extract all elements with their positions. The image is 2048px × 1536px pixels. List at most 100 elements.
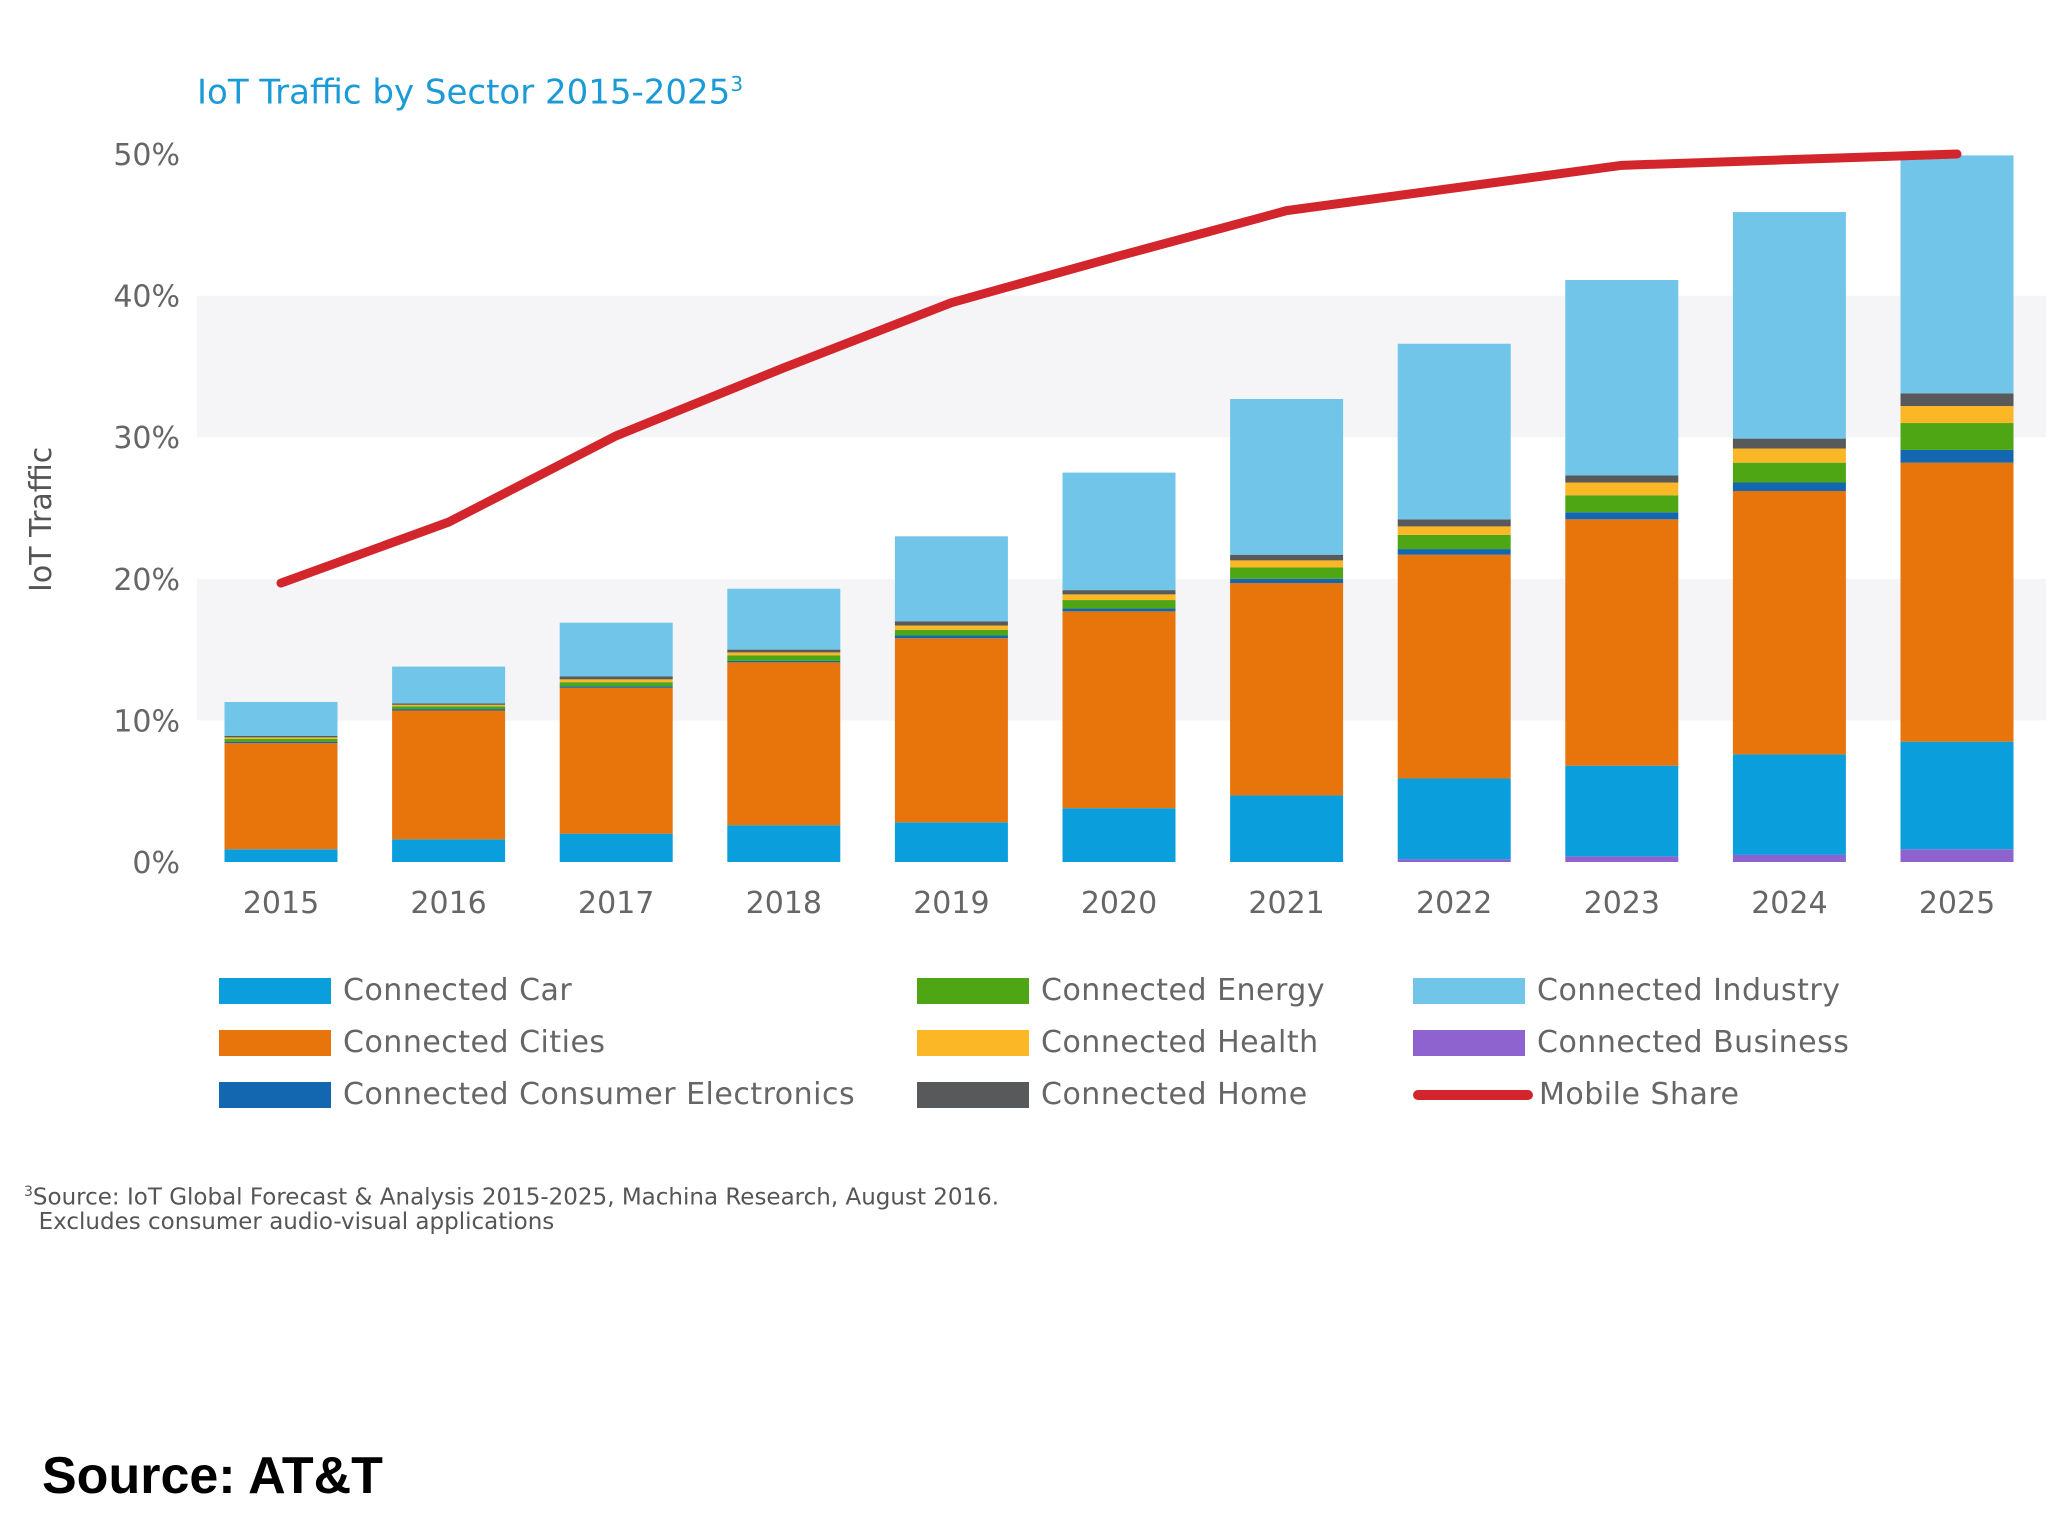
bar-segment-connected-cities-2021: [1230, 583, 1344, 796]
bar-segment-connected-home-2025: [1900, 393, 2014, 407]
bar-segment-connected-cities-2023: [1565, 519, 1679, 766]
bar-segment-connected-home-2024: [1732, 438, 1846, 449]
bar-segment-connected-car-2015: [224, 849, 338, 862]
x-tick-label-2022: 2022: [1416, 886, 1492, 921]
mobile-share-line: [276, 149, 1962, 588]
bar-segment-connected-cities-2017: [559, 687, 673, 834]
footnote-line1: Source: IoT Global Forecast & Analysis 2…: [32, 1184, 1000, 1211]
y-tick-label: 30%: [113, 421, 180, 456]
bar-segment-connected-industry-2020: [1062, 472, 1176, 591]
bar-segment-connected-consumer-electronics-2018: [727, 660, 841, 663]
bar-segment-connected-industry-2018: [727, 588, 841, 650]
bar-segment-connected-energy-2016: [392, 706, 506, 710]
bar-segment-connected-health-2017: [559, 679, 673, 683]
bar-segment-connected-consumer-electronics-2020: [1062, 608, 1176, 612]
bar-segment-connected-home-2023: [1565, 475, 1679, 483]
x-tick-label-2025: 2025: [1919, 886, 1995, 921]
bar-segment-connected-energy-2015: [224, 738, 338, 742]
x-tick-label-2024: 2024: [1751, 886, 1827, 921]
bar-segment-connected-health-2024: [1732, 448, 1846, 463]
bar-segment-connected-health-2023: [1565, 482, 1679, 496]
bar-segment-connected-health-2018: [727, 652, 841, 656]
bar-segment-connected-health-2021: [1230, 560, 1344, 568]
bar-segment-connected-energy-2024: [1732, 462, 1846, 483]
bar-segment-connected-energy-2023: [1565, 495, 1679, 513]
bar-segment-connected-business-2025: [1900, 849, 2014, 862]
bar-segment-connected-business-2023: [1565, 856, 1679, 862]
bar-segment-connected-energy-2022: [1397, 534, 1511, 550]
bar-segment-connected-business-2022: [1397, 859, 1511, 862]
bar-segment-connected-home-2019: [894, 621, 1008, 626]
x-tick-label-2015: 2015: [243, 886, 319, 921]
bar-segment-connected-industry-2016: [392, 666, 506, 704]
bar-segment-connected-industry-2017: [559, 622, 673, 677]
bar-segment-connected-consumer-electronics-2015: [224, 741, 338, 744]
bar-segment-connected-cities-2018: [727, 662, 841, 826]
bar-segment-connected-car-2024: [1732, 754, 1846, 855]
bar-segment-connected-cities-2016: [392, 710, 506, 840]
bar-segment-connected-energy-2025: [1900, 423, 2014, 450]
bar-segment-connected-consumer-electronics-2016: [392, 709, 506, 711]
bar-segment-connected-home-2016: [392, 703, 506, 705]
y-tick-label: 20%: [113, 563, 180, 598]
bar-segment-connected-business-2024: [1732, 854, 1846, 862]
bar-segment-connected-home-2017: [559, 676, 673, 680]
bar-segment-connected-industry-2024: [1732, 212, 1846, 439]
bar-segment-connected-cities-2022: [1397, 554, 1511, 779]
bar-segment-connected-industry-2015: [224, 701, 338, 736]
bar-segment-connected-cities-2025: [1900, 462, 2014, 742]
bar-segment-connected-consumer-electronics-2022: [1397, 549, 1511, 555]
bar-segment-connected-energy-2018: [727, 655, 841, 661]
x-tick-label-2016: 2016: [410, 886, 486, 921]
bar-segment-connected-energy-2019: [894, 629, 1008, 636]
bar-segment-connected-cities-2024: [1732, 491, 1846, 755]
bar-segment-connected-energy-2020: [1062, 600, 1176, 609]
bar-segment-connected-car-2020: [1062, 808, 1176, 862]
bar-segment-connected-industry-2019: [894, 536, 1008, 622]
bar-segment-connected-home-2020: [1062, 590, 1176, 595]
bar-segment-connected-car-2022: [1397, 778, 1511, 860]
bar-segment-connected-car-2021: [1230, 795, 1344, 862]
x-tick-label-2020: 2020: [1081, 886, 1157, 921]
footnote-marker: 3: [24, 1184, 33, 1200]
bar-segment-connected-cities-2020: [1062, 611, 1176, 809]
y-axis-label: IoT Traffic: [24, 446, 59, 592]
bar-segment-connected-health-2016: [392, 704, 506, 707]
bar-segment-connected-health-2020: [1062, 594, 1176, 601]
y-tick-label: 0%: [132, 846, 180, 881]
x-tick-label-2021: 2021: [1248, 886, 1324, 921]
bar-segment-connected-home-2022: [1397, 519, 1511, 527]
y-tick-label: 10%: [113, 704, 180, 739]
bar-segment-connected-industry-2023: [1565, 280, 1679, 476]
bar-segment-connected-consumer-electronics-2019: [894, 635, 1008, 639]
bar-segment-connected-health-2022: [1397, 526, 1511, 535]
bar-segment-connected-car-2023: [1565, 765, 1679, 857]
y-tick-label: 40%: [113, 280, 180, 315]
footnote: 3Source: IoT Global Forecast & Analysis …: [24, 1180, 999, 1234]
bar-segment-connected-consumer-electronics-2023: [1565, 512, 1679, 520]
bar-segment-connected-home-2021: [1230, 554, 1344, 561]
footnote-line2: Excludes consumer audio-visual applicati…: [38, 1208, 555, 1235]
bar-segment-connected-consumer-electronics-2017: [559, 686, 673, 688]
bar-segment-connected-energy-2021: [1230, 567, 1344, 579]
bar-segment-connected-cities-2015: [224, 743, 338, 850]
bar-segment-connected-car-2019: [894, 822, 1008, 862]
bar-segment-connected-car-2017: [559, 833, 673, 862]
bar-segment-connected-health-2015: [224, 737, 338, 739]
bar-segment-connected-industry-2021: [1230, 398, 1344, 555]
bar-segment-connected-consumer-electronics-2021: [1230, 578, 1344, 584]
bar-segment-connected-industry-2025: [1900, 155, 2014, 394]
bar-segment-connected-industry-2022: [1397, 343, 1511, 520]
bar-segment-connected-home-2015: [224, 735, 338, 738]
x-tick-label-2023: 2023: [1584, 886, 1660, 921]
bar-segment-connected-health-2025: [1900, 406, 2014, 424]
x-tick-label-2018: 2018: [746, 886, 822, 921]
bar-segment-connected-consumer-electronics-2024: [1732, 482, 1846, 492]
x-tick-label-2017: 2017: [578, 886, 654, 921]
x-tick-label-2019: 2019: [913, 886, 989, 921]
bar-segment-connected-health-2019: [894, 625, 1008, 630]
bar-segment-connected-cities-2019: [894, 638, 1008, 823]
bar-segment-connected-car-2016: [392, 839, 506, 862]
bar-segment-connected-energy-2017: [559, 682, 673, 687]
